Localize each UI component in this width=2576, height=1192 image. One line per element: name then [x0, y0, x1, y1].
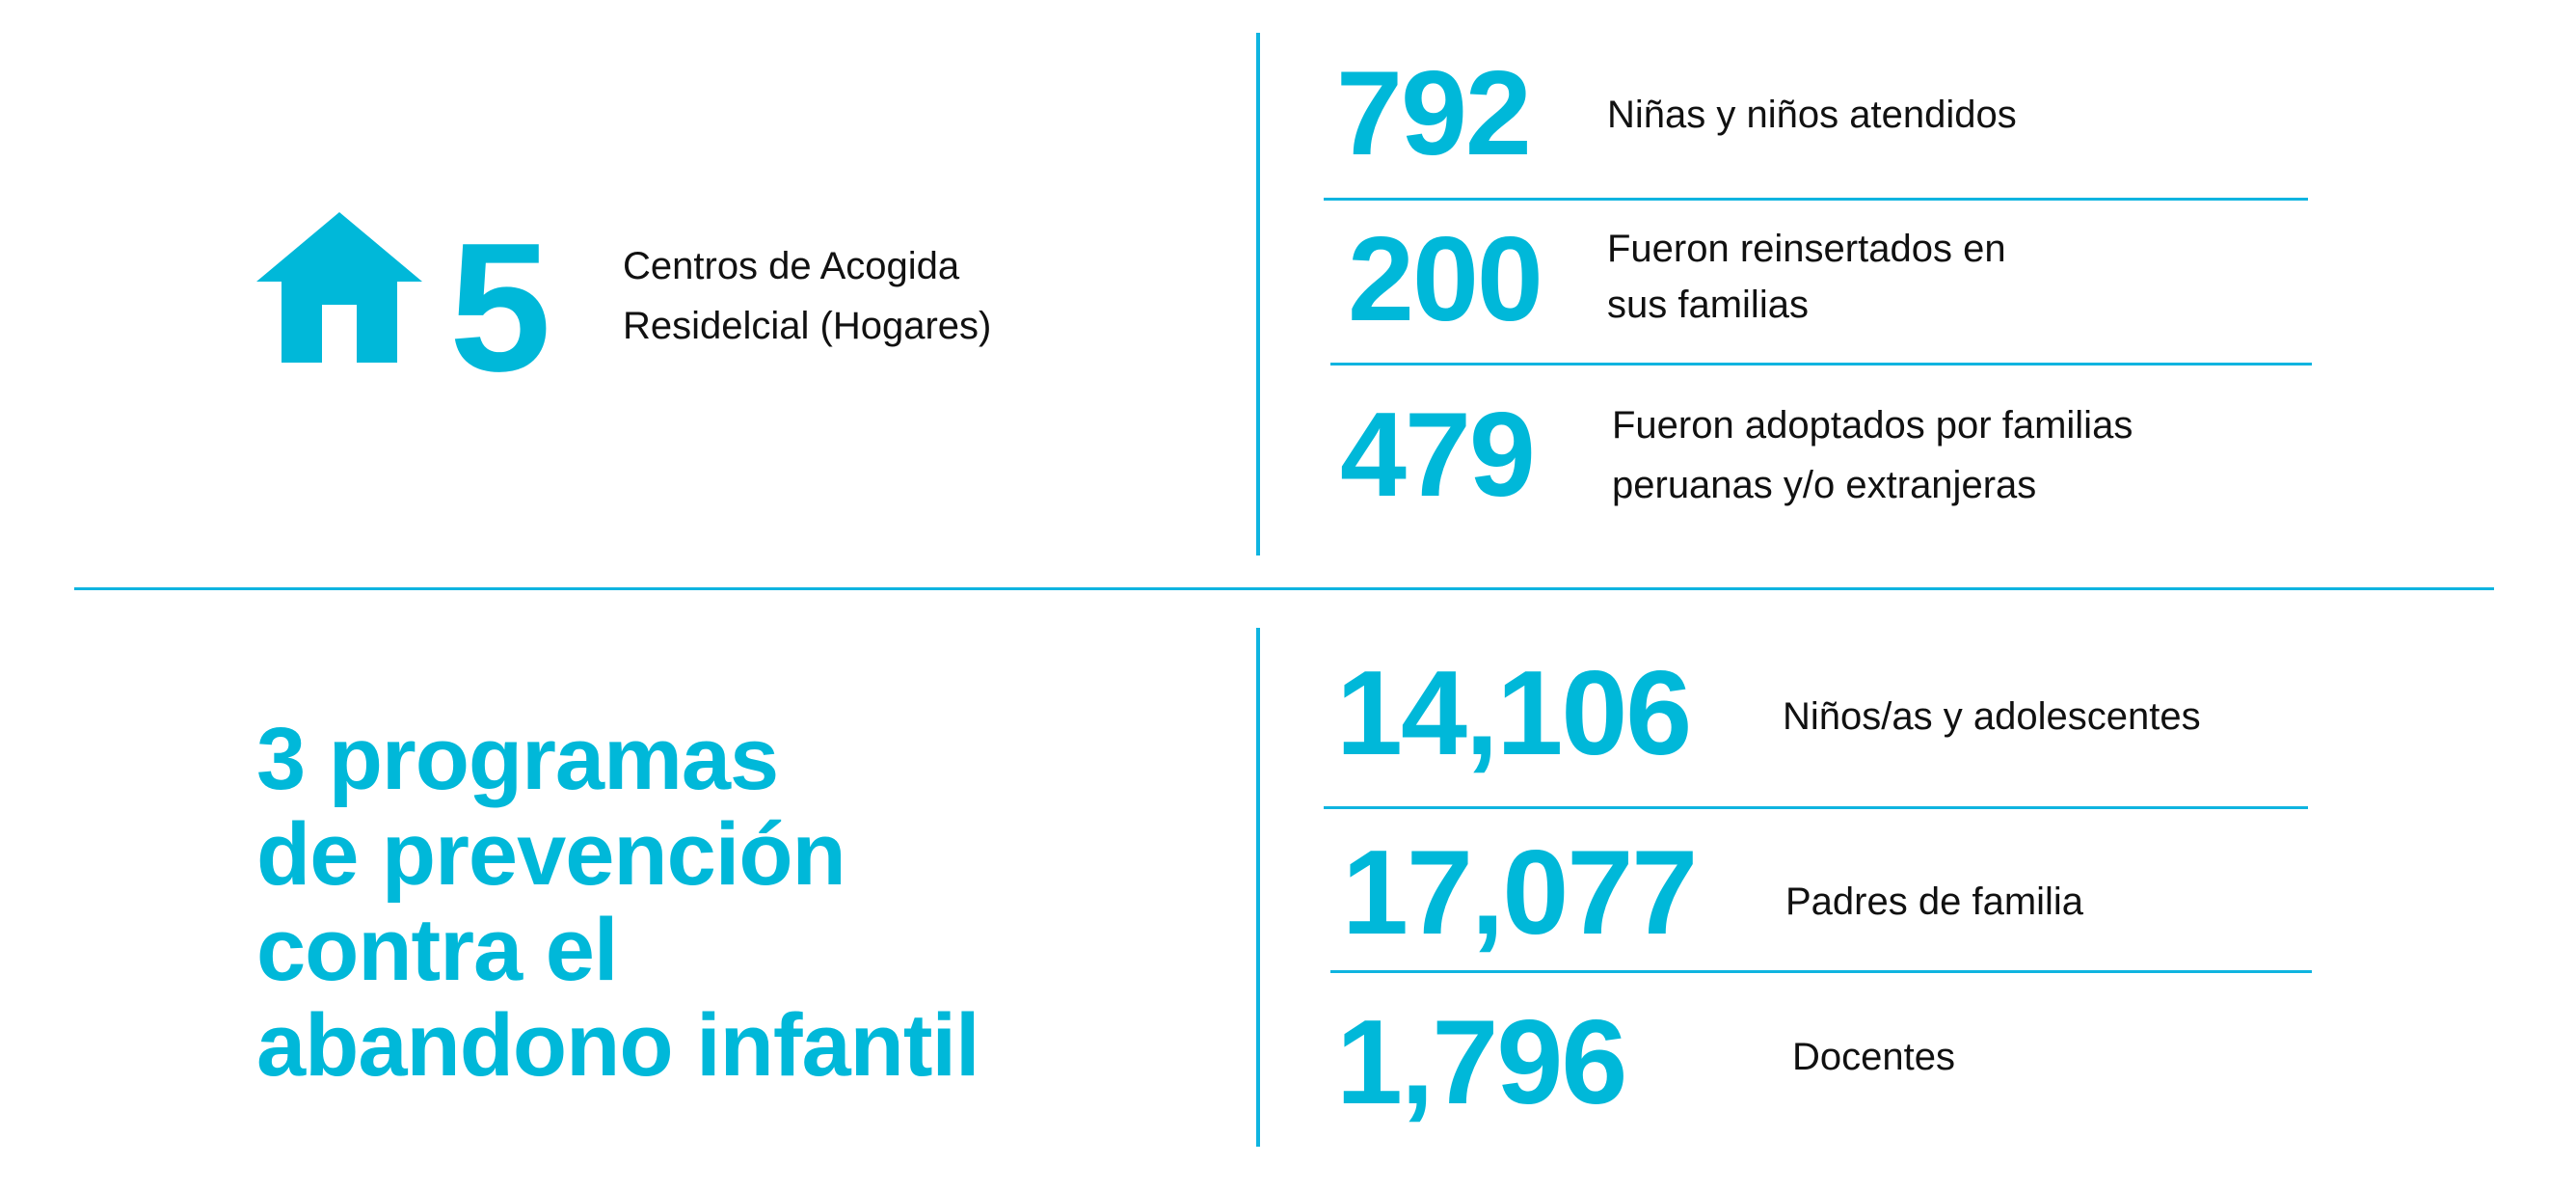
stat-divider: [1324, 198, 2308, 201]
stat-value-attended: 792: [1336, 47, 1532, 180]
stat-label-reinserted: Fueron reinsertados en sus familias: [1607, 228, 2006, 326]
stat-value-reinserted: 200: [1348, 213, 1543, 346]
stat-divider: [1330, 970, 2312, 973]
stat-value-teachers: 1,796: [1336, 996, 1627, 1129]
bottom-vertical-divider: [1256, 628, 1260, 1147]
stat-divider: [1324, 806, 2308, 809]
centers-description: Centros de Acogida Residelcial (Hogares): [623, 245, 992, 347]
stat-value-adopted: 479: [1340, 389, 1536, 522]
stat-value-parents: 17,077: [1342, 826, 1698, 960]
stat-label-parents: Padres de familia: [1785, 880, 2084, 923]
top-vertical-divider: [1256, 33, 1260, 555]
centers-count: 5: [449, 205, 551, 410]
stat-label-attended: Niñas y niños atendidos: [1607, 94, 2017, 136]
stat-label-children: Niños/as y adolescentes: [1783, 695, 2201, 738]
house-icon: [256, 212, 422, 363]
stat-label-teachers: Docentes: [1792, 1036, 1955, 1078]
stat-value-children: 14,106: [1336, 647, 1692, 780]
programs-heading: 3 programas de prevención contra el aban…: [256, 710, 980, 1095]
stat-divider: [1330, 363, 2312, 366]
stat-label-adopted: Fueron adoptados por familias peruanas y…: [1612, 404, 2133, 506]
section-divider: [74, 587, 2494, 590]
